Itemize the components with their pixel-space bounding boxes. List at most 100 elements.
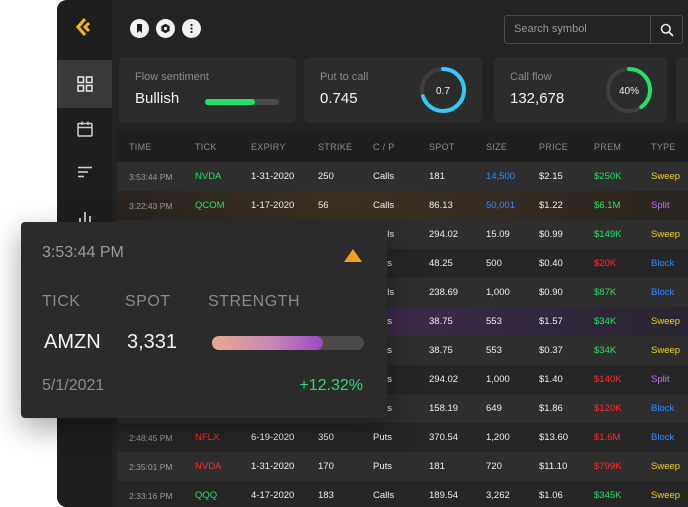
- call-flow-ring-text: 40%: [619, 86, 639, 97]
- popup-tick: AMZN: [44, 331, 101, 353]
- popup-time: 3:53:44 PM: [42, 244, 124, 261]
- column-header[interactable]: TYPE: [651, 142, 676, 152]
- column-header[interactable]: C / P: [373, 142, 395, 152]
- cell-tick: QQQ: [195, 490, 218, 501]
- cell-type: Block: [651, 287, 675, 298]
- popup-change: +12.32%: [299, 377, 363, 394]
- cell-tick: NFLX: [195, 432, 220, 443]
- cell-tick: QCOM: [195, 200, 225, 211]
- cell-size: 553: [486, 316, 502, 327]
- search-box: [504, 15, 683, 44]
- table-row[interactable]: 3:22:43 PM QCOM 1-17-2020 56 Calls 86.13 50,00…: [117, 191, 688, 220]
- sidebar-item-filter[interactable]: [57, 148, 112, 196]
- put-to-call-card: Put to call 0.745 0.7: [304, 57, 482, 123]
- cell-expiry: 4-17-2020: [251, 490, 295, 501]
- cell-type: Sweep: [651, 316, 681, 327]
- sidebar-item-dashboard[interactable]: [57, 60, 112, 108]
- cell-price: $1.86: [539, 403, 563, 414]
- sentiment-card: Flow sentiment Bullish: [119, 57, 296, 123]
- cell-expiry: 1-31-2020: [251, 461, 295, 472]
- cell-prem: $345K: [594, 490, 622, 501]
- column-header[interactable]: TIME: [129, 142, 152, 152]
- search-icon: [660, 23, 674, 37]
- cell-time: 2:35:01 PM: [129, 461, 173, 472]
- more-icon: [190, 23, 193, 34]
- cell-type: Split: [651, 200, 670, 211]
- cell-prem: $799K: [594, 461, 622, 472]
- table-row[interactable]: 2:48:45 PM NFLX 6-19-2020 350 Puts 370.54 1,20…: [117, 423, 688, 452]
- cell-size: 500: [486, 258, 502, 269]
- alert-triangle-icon: [344, 249, 362, 262]
- cell-prem: $149K: [594, 229, 622, 240]
- cell-time: 2:48:45 PM: [129, 432, 173, 443]
- column-header[interactable]: SPOT: [429, 142, 455, 152]
- logo-icon: [75, 17, 91, 37]
- cell-price: $1.57: [539, 316, 563, 327]
- cell-price: $11.10: [539, 461, 568, 472]
- column-header[interactable]: PRICE: [539, 142, 569, 152]
- cell-prem: $34K: [594, 316, 617, 327]
- filter-icon: [77, 166, 92, 178]
- cell-time: 2:33:16 PM: [129, 490, 173, 501]
- cell-spot: 38.75: [429, 345, 453, 356]
- cell-type: Sweep: [651, 345, 681, 356]
- settings-button[interactable]: [156, 19, 175, 38]
- put-to-call-value: 0.745: [320, 90, 358, 107]
- cell-price: $0.99: [539, 229, 563, 240]
- column-header[interactable]: STRIKE: [318, 142, 353, 152]
- cell-price: $0.90: [539, 287, 563, 298]
- column-header[interactable]: PREM: [594, 142, 622, 152]
- cell-prem: $250K: [594, 171, 622, 182]
- cell-tick: NVDA: [195, 171, 222, 182]
- cell-type: Sweep: [651, 461, 681, 472]
- cell-cp: Puts: [373, 432, 393, 443]
- table-row[interactable]: 2:33:16 PM QQQ 4-17-2020 183 Calls 189.54 3,26…: [117, 481, 688, 507]
- column-header[interactable]: SIZE: [486, 142, 508, 152]
- cell-spot: 181: [429, 171, 445, 182]
- cell-prem: $6.1M: [594, 200, 621, 211]
- cell-time: 3:53:44 PM: [129, 171, 173, 182]
- call-flow-value: 132,678: [510, 90, 565, 107]
- cell-tick: NVDA: [195, 461, 222, 472]
- call-flow-card: Call flow 132,678 40%: [494, 57, 667, 123]
- cell-size: 1,200: [486, 432, 510, 443]
- put-to-call-ring: 0.7: [420, 67, 466, 113]
- search-input[interactable]: [505, 16, 654, 41]
- table-row[interactable]: 2:35:01 PM NVDA 1-31-2020 170 Puts 181 720 $11.…: [117, 452, 688, 481]
- popup-tick-label: TICK: [42, 293, 81, 310]
- table-row[interactable]: 3:53:44 PM NVDA 1-31-2020 250 Calls 181 14,500…: [117, 162, 688, 191]
- cell-cp: Calls: [373, 490, 395, 501]
- cell-spot: 86.13: [429, 200, 453, 211]
- table-body: 3:53:44 PM NVDA 1-31-2020 250 Calls 181 14,500…: [117, 162, 688, 507]
- cell-price: $13.60: [539, 432, 569, 443]
- cell-price: $1.40: [539, 374, 563, 385]
- cell-prem: $120K: [594, 403, 622, 414]
- cell-expiry: 1-31-2020: [251, 171, 295, 182]
- cell-size: 1,000: [486, 287, 510, 298]
- cell-size: 1,000: [486, 374, 510, 385]
- cell-prem: $1.6M: [594, 432, 621, 443]
- column-header[interactable]: TICK: [195, 142, 217, 152]
- put-to-call-label: Put to call: [320, 71, 369, 83]
- cell-cp: Calls: [373, 200, 395, 211]
- bookmark-button[interactable]: [130, 19, 149, 38]
- more-button[interactable]: [182, 19, 201, 38]
- partial-card: [676, 57, 688, 123]
- sentiment-value: Bullish: [135, 90, 180, 107]
- cell-size: 3,262: [486, 490, 510, 501]
- cell-size: 720: [486, 461, 502, 472]
- cell-strike: 56: [318, 200, 329, 211]
- cell-strike: 250: [318, 171, 334, 182]
- sidebar-item-calendar[interactable]: [57, 105, 112, 153]
- cell-type: Sweep: [651, 229, 681, 240]
- cell-prem: $34K: [594, 345, 617, 356]
- cell-price: $0.37: [539, 345, 563, 356]
- cell-price: $1.06: [539, 490, 563, 501]
- cell-type: Sweep: [651, 490, 681, 501]
- cell-prem: $20K: [594, 258, 617, 269]
- column-header[interactable]: EXPIRY: [251, 142, 286, 152]
- search-button[interactable]: [650, 16, 682, 43]
- app-window: Flow sentiment Bullish Put to call 0.745…: [57, 0, 688, 507]
- gear-icon: [161, 23, 170, 34]
- cell-spot: 294.02: [429, 229, 459, 240]
